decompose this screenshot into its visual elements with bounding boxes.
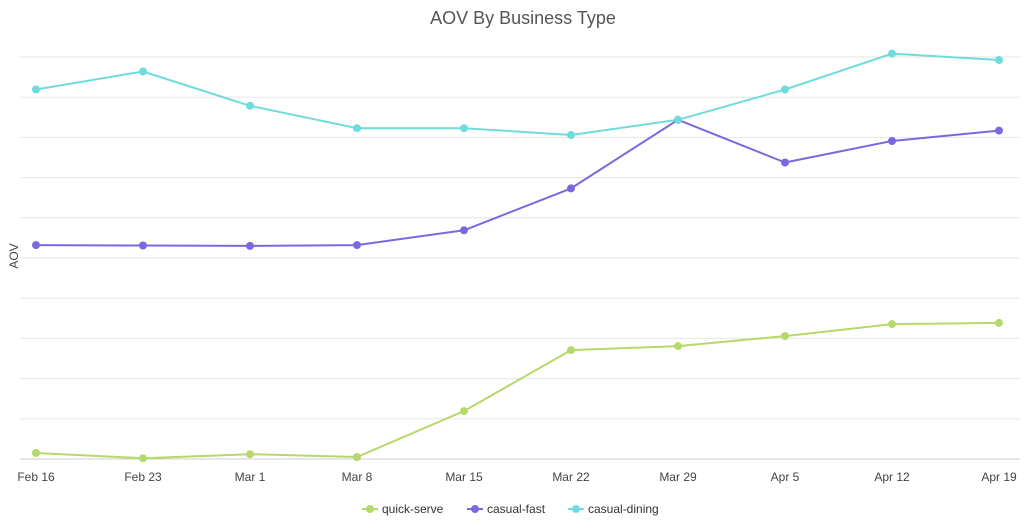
data-point[interactable] [139, 241, 147, 250]
y-axis-label: AOV [7, 243, 21, 268]
legend-marker [366, 505, 374, 513]
x-tick-label: Apr 5 [771, 470, 800, 484]
data-point[interactable] [781, 158, 789, 167]
data-point[interactable] [460, 226, 468, 235]
legend-item-casual-dining[interactable]: casual-dining [568, 502, 659, 516]
data-point[interactable] [32, 449, 40, 457]
data-point[interactable] [995, 318, 1003, 327]
series-quick-serve [32, 318, 1003, 463]
data-point[interactable] [139, 67, 147, 76]
x-tick-label: Apr 12 [874, 470, 910, 484]
series-casual-fast [32, 115, 1003, 250]
data-point[interactable] [995, 126, 1003, 135]
data-point[interactable] [781, 85, 789, 94]
legend[interactable]: quick-serve casual-fast casual-dining [362, 502, 659, 516]
x-axis: Feb 16 Feb 23 Mar 1 Mar 8 Mar 15 Mar 22 Mar 29… [17, 470, 1017, 484]
data-point[interactable] [353, 453, 361, 461]
legend-label: quick-serve [382, 502, 444, 516]
x-tick-label: Mar 22 [552, 470, 590, 484]
x-tick-label: Mar 1 [235, 470, 266, 484]
data-point[interactable] [353, 124, 361, 133]
data-point[interactable] [460, 124, 468, 133]
legend-marker [471, 505, 479, 513]
series-line [35, 118, 1000, 247]
data-point[interactable] [888, 320, 896, 329]
data-point[interactable] [246, 241, 254, 250]
data-point[interactable] [139, 454, 147, 463]
chart-title: AOV By Business Type [430, 8, 616, 28]
legend-item-quick-serve[interactable]: quick-serve [362, 502, 444, 516]
x-tick-label: Mar 15 [445, 470, 483, 484]
legend-label: casual-fast [487, 502, 546, 516]
x-tick-label: Mar 29 [659, 470, 697, 484]
data-point[interactable] [246, 101, 254, 110]
legend-item-casual-fast[interactable]: casual-fast [467, 502, 546, 516]
series-layer [32, 49, 1003, 463]
data-point[interactable] [888, 49, 896, 58]
data-point[interactable] [460, 407, 468, 416]
data-point[interactable] [567, 346, 575, 355]
gridlines [20, 56, 1020, 460]
series-casual-dining [32, 49, 1003, 139]
x-tick-label: Feb 16 [17, 470, 55, 484]
data-point[interactable] [674, 342, 682, 351]
data-point[interactable] [246, 450, 254, 459]
data-point[interactable] [32, 241, 40, 250]
x-tick-label: Apr 19 [981, 470, 1017, 484]
legend-marker [572, 505, 580, 513]
data-point[interactable] [674, 115, 682, 124]
data-point[interactable] [32, 85, 40, 94]
data-point[interactable] [567, 184, 575, 193]
x-tick-label: Feb 23 [124, 470, 162, 484]
series-line [35, 321, 1000, 460]
data-point[interactable] [781, 332, 789, 341]
data-point[interactable] [888, 137, 896, 145]
data-point[interactable] [995, 56, 1003, 64]
x-tick-label: Mar 8 [342, 470, 373, 484]
data-point[interactable] [353, 241, 361, 250]
data-point[interactable] [567, 131, 575, 139]
series-line [35, 52, 1000, 136]
legend-label: casual-dining [588, 502, 659, 516]
